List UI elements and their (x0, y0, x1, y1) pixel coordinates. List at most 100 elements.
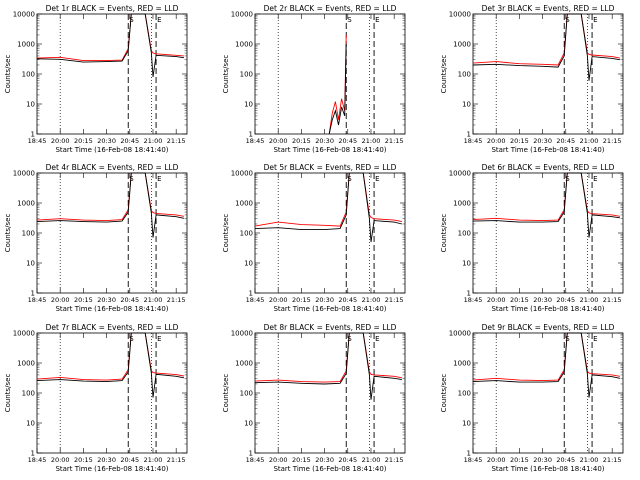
y-tick-label: 1 (31, 290, 35, 298)
events-series-line (328, 43, 347, 135)
x-tick-label: 20:45 (338, 456, 357, 464)
y-tick-label: 1000 (235, 41, 253, 49)
x-tick-label: 18:45 (464, 137, 483, 145)
y-tick-label: 100 (458, 390, 471, 398)
x-tick-label: 21:00 (144, 137, 163, 145)
panel-title: Det 5r BLACK = Events, RED = LLD (264, 163, 397, 172)
x-axis-label: Start Time (16-Feb-08 18:41:40) (55, 465, 168, 473)
y-tick-label: 10 (462, 101, 471, 109)
x-tick-label: 18:45 (28, 296, 47, 304)
x-tick-label: 20:15 (510, 296, 529, 304)
x-tick-label: 21:00 (362, 296, 381, 304)
marker-label: S (129, 16, 134, 24)
panel-det-3: Det 3r BLACK = Events, RED = LLD 1 10 100 10… (440, 4, 624, 154)
x-tick-label: 21:00 (144, 296, 163, 304)
x-tick-label: 21:00 (362, 137, 381, 145)
y-axis-label: Counts/sec (4, 374, 12, 413)
x-tick-label: 21:15 (603, 456, 622, 464)
panel-det-6: Det 6r BLACK = Events, RED = LLD 1 10 100 10… (440, 163, 624, 313)
x-tick-label: 21:15 (167, 296, 186, 304)
panel-det-8: Det 8r BLACK = Events, RED = LLD 1 10 100 10… (222, 323, 406, 473)
lld-series-line (472, 332, 620, 382)
events-series-line (472, 332, 620, 398)
plot-frame (472, 172, 624, 294)
lld-series-line (36, 332, 184, 381)
x-tick-label: 20:30 (315, 456, 334, 464)
marker-label: E (593, 16, 597, 24)
x-tick-label: 21:15 (603, 137, 622, 145)
x-tick-label: 20:45 (556, 456, 575, 464)
x-tick-label: 21:15 (603, 296, 622, 304)
panel-title: Det 1r BLACK = Events, RED = LLD (46, 4, 179, 13)
x-tick-label: 21:00 (580, 137, 599, 145)
y-axis-label: Counts/sec (4, 214, 12, 253)
y-tick-label: 1000 (17, 200, 35, 208)
x-tick-label: 20:15 (292, 137, 311, 145)
y-axis-label: Counts/sec (440, 374, 448, 413)
y-tick-label: 10000 (231, 330, 253, 338)
x-tick-label: 21:00 (362, 456, 381, 464)
panel-det-1: Det 1r BLACK = Events, RED = LLD 1 10 100 10… (4, 4, 188, 154)
x-tick-label: 20:00 (269, 137, 288, 145)
x-tick-label: 20:00 (487, 296, 506, 304)
y-tick-label: 1 (31, 131, 35, 139)
y-tick-label: 1000 (453, 200, 471, 208)
marker-label: E (593, 175, 597, 183)
marker-label: S (565, 16, 570, 24)
marker-label: S (129, 335, 134, 343)
panel-title: Det 6r BLACK = Events, RED = LLD (482, 163, 615, 172)
events-series-line (472, 172, 620, 238)
events-series-line (472, 13, 620, 81)
x-tick-label: 21:15 (385, 137, 404, 145)
marker-label: S (565, 175, 570, 183)
y-tick-label: 10 (26, 420, 35, 428)
y-tick-label: 1 (467, 450, 471, 458)
x-tick-label: 20:00 (51, 137, 70, 145)
y-tick-label: 100 (458, 230, 471, 238)
y-tick-label: 1000 (453, 360, 471, 368)
y-tick-label: 1 (249, 131, 253, 139)
x-tick-label: 20:15 (292, 456, 311, 464)
x-tick-label: 20:00 (51, 296, 70, 304)
x-axis-label: Start Time (16-Feb-08 18:41:40) (491, 305, 604, 313)
y-tick-label: 10000 (449, 330, 471, 338)
lld-series-line (36, 13, 184, 62)
marker-label: S (565, 335, 570, 343)
panel-title: Det 8r BLACK = Events, RED = LLD (264, 323, 397, 332)
x-tick-label: 20:45 (556, 296, 575, 304)
events-series-line (36, 13, 184, 77)
y-axis-label: Counts/sec (222, 374, 230, 413)
y-tick-label: 10000 (449, 11, 471, 19)
plot-frame (254, 172, 406, 294)
y-tick-label: 1 (31, 450, 35, 458)
x-axis-label: Start Time (16-Feb-08 18:41:40) (55, 305, 168, 313)
y-tick-label: 1000 (235, 200, 253, 208)
x-tick-label: 21:00 (580, 456, 599, 464)
y-axis-label: Counts/sec (440, 55, 448, 94)
x-tick-label: 18:45 (246, 137, 265, 145)
marker-label: E (157, 16, 161, 24)
y-tick-label: 10 (244, 101, 253, 109)
y-tick-label: 100 (458, 71, 471, 79)
plot-frame (36, 172, 188, 294)
x-tick-label: 20:15 (74, 137, 93, 145)
y-tick-label: 1 (249, 290, 253, 298)
panel-det-4: Det 4r BLACK = Events, RED = LLD 1 10 100 10… (4, 163, 188, 313)
y-tick-label: 10 (26, 260, 35, 268)
x-tick-label: 20:00 (269, 456, 288, 464)
x-tick-label: 20:00 (269, 296, 288, 304)
x-tick-label: 20:30 (97, 456, 116, 464)
x-tick-label: 20:30 (97, 296, 116, 304)
x-tick-label: 20:15 (292, 296, 311, 304)
x-tick-label: 20:30 (315, 137, 334, 145)
marker-label: S (129, 175, 134, 183)
panel-title: Det 9r BLACK = Events, RED = LLD (482, 323, 615, 332)
y-tick-label: 10 (462, 420, 471, 428)
y-axis-label: Counts/sec (440, 214, 448, 253)
x-tick-label: 21:15 (385, 296, 404, 304)
x-tick-label: 21:15 (385, 456, 404, 464)
lld-series-line (36, 172, 184, 222)
x-tick-label: 21:15 (167, 456, 186, 464)
x-tick-label: 18:45 (28, 456, 47, 464)
y-tick-label: 10000 (13, 330, 35, 338)
